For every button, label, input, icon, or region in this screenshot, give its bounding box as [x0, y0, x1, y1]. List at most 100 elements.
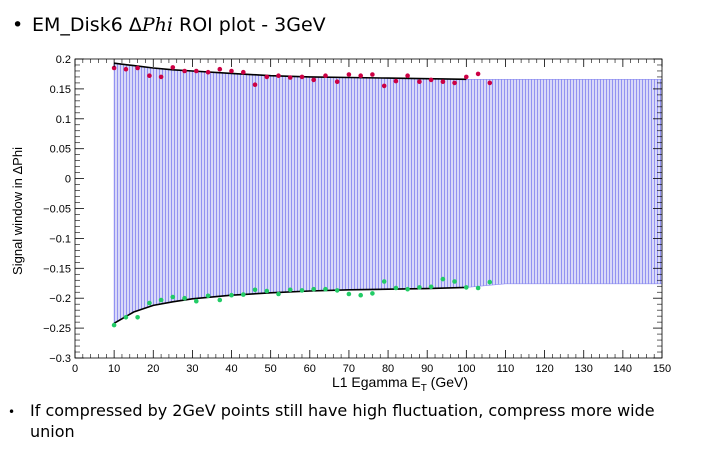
x-axis-label-sub: T — [421, 383, 427, 394]
lower-data-point — [111, 322, 117, 328]
slide-title: • EM_Disk6 ΔPhi ROI plot - 3GeV — [12, 14, 326, 36]
lower-data-point — [475, 285, 481, 291]
lower-data-point — [241, 292, 246, 297]
data-points-layer — [111, 65, 493, 328]
x-tick-label: 110 — [497, 363, 515, 375]
y-tick-label: 0.1 — [56, 114, 71, 126]
slide-note: • If compressed by 2GeV points still hav… — [8, 400, 698, 442]
y-tick-label: −0.15 — [43, 263, 71, 275]
axis-labels-layer: L1 Egamma ET (GeV) Signal window in ΔPhi — [10, 147, 468, 394]
lower-data-point — [358, 292, 364, 298]
y-tick-label: −0.05 — [43, 204, 71, 216]
upper-data-point — [417, 79, 422, 84]
lower-data-point — [205, 293, 211, 299]
lower-data-point — [135, 315, 140, 320]
upper-data-point — [381, 83, 387, 89]
y-tick-label: 0.2 — [56, 54, 71, 66]
lower-data-point — [194, 298, 199, 304]
upper-data-point — [323, 73, 328, 78]
lower-data-point — [428, 284, 434, 290]
lower-data-point — [440, 276, 446, 282]
upper-data-point — [393, 78, 399, 84]
lower-data-point — [158, 297, 164, 303]
x-tick-label: 30 — [186, 363, 198, 375]
x-tick-label: 100 — [457, 363, 475, 375]
y-axis-label: Signal window in ΔPhi — [10, 147, 25, 275]
upper-data-point — [428, 77, 434, 83]
lower-data-point — [182, 295, 187, 301]
lower-data-point — [393, 285, 399, 291]
upper-data-point — [464, 74, 469, 80]
lower-data-point — [346, 291, 352, 297]
upper-data-point — [252, 82, 258, 87]
upper-data-point — [334, 79, 340, 84]
upper-data-point — [405, 73, 410, 78]
upper-data-point — [299, 74, 305, 80]
y-tick-label: −0.1 — [49, 233, 71, 245]
upper-data-point — [440, 79, 446, 84]
lower-data-point — [229, 292, 234, 298]
x-tick-label: 80 — [382, 363, 394, 375]
upper-data-point — [370, 72, 375, 77]
lower-data-point — [417, 285, 422, 290]
x-tick-label: 60 — [304, 363, 316, 375]
bullet-icon: • — [8, 405, 16, 419]
y-tick-label: −0.3 — [49, 353, 71, 365]
x-axis-label-unit: (GeV) — [427, 374, 468, 390]
lower-data-point — [252, 287, 258, 293]
upper-data-point — [147, 73, 152, 78]
upper-data-point — [264, 74, 270, 80]
y-tick-label: 0 — [65, 174, 71, 186]
title-text-phi: Phi — [141, 14, 173, 36]
lower-data-point — [123, 315, 129, 320]
upper-data-point — [452, 80, 457, 86]
lower-data-point — [311, 286, 317, 292]
lower-data-point — [405, 286, 410, 292]
upper-data-point — [170, 65, 176, 70]
y-tick-label: −0.2 — [49, 293, 71, 305]
lower-data-point — [170, 294, 176, 300]
upper-data-point — [194, 68, 199, 74]
lower-data-point — [334, 288, 340, 293]
upper-data-point — [346, 72, 352, 77]
x-tick-label: 90 — [421, 363, 433, 375]
upper-data-point — [358, 73, 364, 78]
lower-data-point — [464, 285, 469, 290]
lower-data-point — [487, 279, 493, 285]
x-tick-label: 120 — [535, 363, 553, 375]
bullet-icon: • — [12, 14, 24, 36]
lower-data-point — [264, 288, 270, 294]
upper-data-point — [487, 80, 493, 86]
y-tick-label: 0.05 — [50, 144, 71, 156]
upper-fit-curve — [114, 62, 467, 81]
lower-data-point — [299, 288, 305, 293]
lower-data-point — [381, 279, 387, 284]
note-text: If compressed by 2GeV points still have … — [30, 401, 655, 441]
upper-data-point — [123, 66, 129, 72]
x-tick-label: 0 — [72, 363, 78, 375]
title-text-part1: EM_Disk6 Δ — [32, 14, 142, 36]
upper-data-point — [475, 71, 481, 77]
x-tick-label: 140 — [614, 363, 632, 375]
lower-data-point — [147, 300, 152, 306]
lower-data-point — [276, 291, 281, 297]
x-axis-label: L1 Egamma ET (GeV) — [332, 374, 468, 394]
x-tick-label: 10 — [108, 363, 120, 375]
upper-data-point — [182, 68, 187, 74]
x-tick-label: 20 — [147, 363, 159, 375]
x-tick-label: 70 — [343, 363, 355, 375]
y-tick-label: 0.15 — [50, 84, 71, 96]
axes-layer: 0 10 20 30 40 50 60 70 80 90 100 110 120 130 140 150 −0.… — [43, 54, 671, 375]
roi-chart-svg: 0 10 20 30 40 50 60 70 80 90 100 110 120 130 140 150 −0.… — [0, 46, 720, 396]
upper-data-point — [205, 69, 211, 75]
x-axis-label-main: L1 Egamma E — [332, 374, 421, 390]
upper-data-point — [287, 75, 293, 80]
upper-data-point — [158, 74, 164, 80]
x-tick-label: 130 — [575, 363, 593, 375]
upper-data-point — [311, 77, 317, 83]
x-tick-label: 150 — [653, 363, 671, 375]
upper-data-point — [241, 69, 246, 75]
lower-data-point — [287, 287, 293, 293]
lower-data-point — [370, 291, 375, 296]
upper-data-point — [135, 65, 140, 71]
